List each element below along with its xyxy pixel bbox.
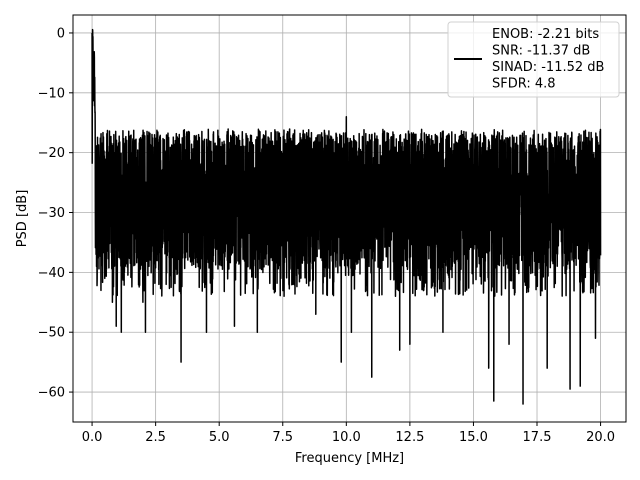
y-tick-label: −60 [38,386,65,401]
x-tick-label: 17.5 [523,430,552,445]
y-tick-label: −20 [38,146,65,161]
x-tick-label: 2.5 [145,430,166,445]
legend-sfdr: SFDR: 4.8 [492,77,556,92]
y-tick-label: −40 [38,266,65,281]
y-tick-label: 0 [57,26,65,41]
psd-series-line [91,28,602,405]
y-tick-label: −10 [38,86,65,101]
x-axis-ticks: 0.0 2.5 5.0 7.5 10.0 12.5 15.0 17.5 20.0 [82,422,615,445]
legend-box [447,21,620,98]
x-tick-label: 7.5 [272,430,293,445]
x-tick-label: 5.0 [209,430,230,445]
x-tick-label: 12.5 [395,430,424,445]
y-axis-ticks: 0 −10 −20 −30 −40 −50 −60 [38,26,73,401]
series-layer [91,28,602,405]
x-tick-label: 20.0 [586,430,615,445]
plot-area [91,28,602,405]
x-tick-label: 10.0 [332,430,361,445]
legend-enob: ENOB: -2.21 bits [492,27,599,42]
x-tick-label: 15.0 [459,430,488,445]
x-axis-label: Frequency [MHz] [295,451,404,466]
y-axis-label: PSD [dB] [15,190,30,248]
legend-snr: SNR: -11.37 dB [492,44,590,59]
y-tick-label: −30 [38,206,65,221]
axes-frame [72,14,627,423]
legend: ENOB: -2.21 bits SNR: -11.37 dB SINAD: -… [447,21,620,98]
y-tick-label: −50 [38,326,65,341]
x-tick-label: 0.0 [82,430,103,445]
legend-sinad: SINAD: -11.52 dB [492,60,604,75]
